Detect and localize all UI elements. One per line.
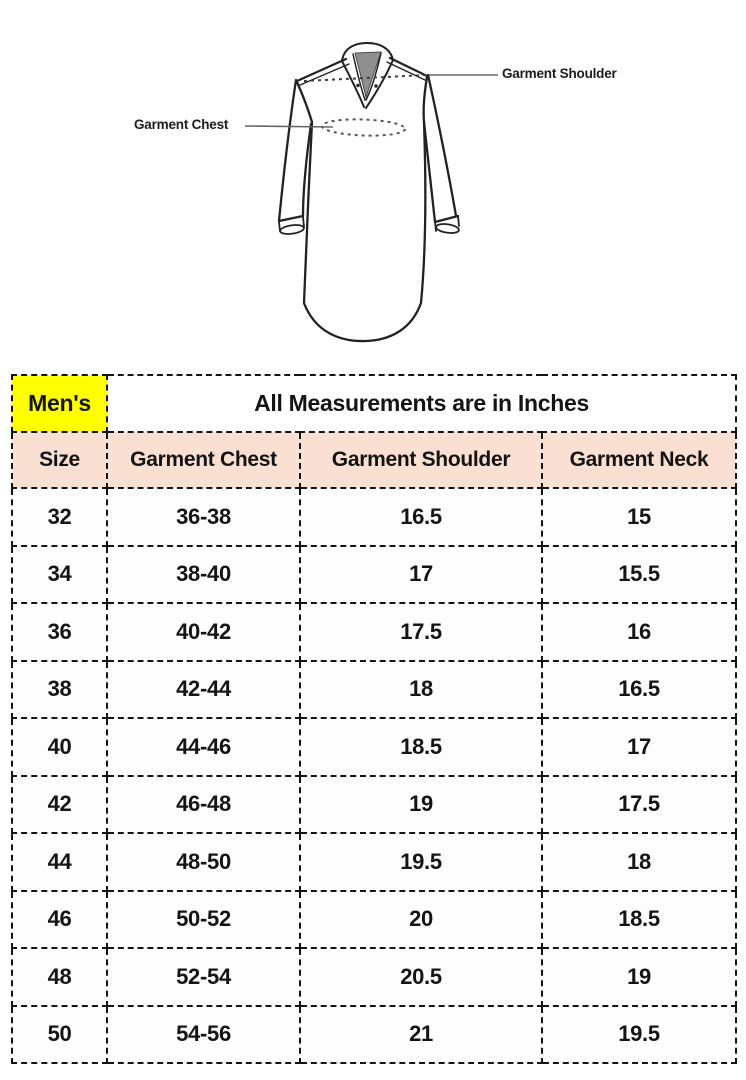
left-armhole-seam — [295, 80, 314, 124]
cell-size: 48 — [11, 947, 108, 1007]
cell-neck: 16 — [540, 602, 738, 662]
cell-neck: 18 — [540, 832, 738, 892]
kurta-body-outline — [302, 120, 427, 343]
cell-chest: 40-42 — [106, 602, 301, 662]
left-cuff-top — [277, 214, 305, 223]
table-row-size-36: 36 40-42 17.5 16 — [11, 602, 738, 662]
kurta-line-drawing — [244, 42, 498, 343]
garment-shoulder-label: Garment Shoulder — [502, 66, 617, 81]
cell-neck: 15.5 — [540, 544, 738, 604]
cell-size: 42 — [11, 774, 108, 834]
right-cuff-opening — [435, 223, 460, 234]
cell-chest: 52-54 — [106, 947, 301, 1007]
table-row-size-42: 42 46-48 19 17.5 — [11, 774, 738, 834]
right-shoulder-seam — [388, 56, 429, 78]
cell-size: 32 — [11, 487, 108, 547]
cell-size: 40 — [11, 717, 108, 777]
garment-measurement-diagram: Garment Chest Garment Shoulder — [0, 0, 746, 368]
column-header-shoulder: Garment Shoulder — [299, 431, 543, 489]
size-chart-table: Men's All Measurements are in Inches Siz… — [11, 374, 738, 1064]
cell-shoulder: 17.5 — [299, 602, 543, 662]
placket-left-edge — [341, 60, 365, 108]
cell-neck: 17.5 — [540, 774, 738, 834]
chest-measure-dotted-ellipse — [321, 118, 406, 137]
cell-neck: 15 — [540, 487, 738, 547]
cell-chest: 36-38 — [106, 487, 301, 547]
cell-chest: 44-46 — [106, 717, 301, 777]
placket-right-edge — [365, 59, 394, 109]
cell-shoulder: 20.5 — [299, 947, 543, 1007]
right-cuff-top — [433, 214, 460, 224]
left-shoulder-seam — [295, 57, 348, 83]
right-shoulder-seam-inner — [386, 61, 426, 81]
left-cuff-opening — [279, 224, 305, 235]
table-row-size-44: 44 48-50 19.5 18 — [11, 832, 738, 892]
cell-neck: 19 — [540, 947, 738, 1007]
cell-shoulder: 16.5 — [299, 487, 543, 547]
placket-right-inner — [365, 52, 382, 101]
cell-chest: 46-48 — [106, 774, 301, 834]
cell-chest: 38-40 — [106, 544, 301, 604]
column-header-neck: Garment Neck — [540, 431, 738, 489]
cell-shoulder: 18.5 — [299, 717, 543, 777]
cell-chest: 50-52 — [106, 889, 301, 949]
cell-neck: 18.5 — [540, 889, 738, 949]
cell-size: 46 — [11, 889, 108, 949]
cell-shoulder: 19 — [299, 774, 543, 834]
table-row-size-38: 38 42-44 18 16.5 — [11, 659, 738, 719]
table-row-size-50: 50 54-56 21 19.5 — [11, 1004, 738, 1064]
cell-chest: 42-44 — [106, 659, 301, 719]
collar-opening-shadow — [354, 51, 382, 99]
placket-left-inner — [352, 53, 366, 101]
column-header-size: Size — [11, 431, 108, 489]
placket-button-right — [374, 84, 378, 88]
collar-band — [341, 42, 394, 62]
left-shoulder-seam-inner — [299, 63, 350, 86]
cell-neck: 17 — [540, 717, 738, 777]
table-title-cell: All Measurements are in Inches — [105, 374, 738, 433]
table-row-size-48: 48 52-54 20.5 19 — [11, 947, 738, 1007]
table-header-row: Size Garment Chest Garment Shoulder Garm… — [11, 431, 738, 489]
cell-shoulder: 21 — [299, 1004, 543, 1064]
mens-category-cell: Men's — [11, 374, 108, 433]
column-header-chest: Garment Chest — [106, 431, 301, 489]
cell-shoulder: 17 — [299, 544, 543, 604]
table-row-size-40: 40 44-46 18.5 17 — [11, 717, 738, 777]
placket-button-left — [356, 83, 360, 88]
table-row-size-32: 32 36-38 16.5 15 — [11, 487, 738, 547]
table-row-size-46: 46 50-52 20 18.5 — [11, 889, 738, 949]
cell-size: 34 — [11, 544, 108, 604]
cell-chest: 54-56 — [106, 1004, 301, 1064]
table-title-row: Men's All Measurements are in Inches — [11, 374, 738, 433]
cell-size: 50 — [11, 1004, 108, 1064]
cell-chest: 48-50 — [106, 832, 301, 892]
garment-chest-label: Garment Chest — [134, 117, 229, 132]
chest-leader-line — [244, 125, 334, 128]
cell-neck: 16.5 — [540, 659, 738, 719]
right-armhole-seam — [422, 75, 429, 124]
left-sleeve-inner — [301, 122, 313, 218]
cell-size: 36 — [11, 602, 108, 662]
cell-shoulder: 18 — [299, 659, 543, 719]
table-row-size-34: 34 38-40 17 15.5 — [11, 544, 738, 604]
cell-size: 44 — [11, 832, 108, 892]
cell-shoulder: 20 — [299, 889, 543, 949]
cell-neck: 19.5 — [540, 1004, 738, 1064]
cell-shoulder: 19.5 — [299, 832, 543, 892]
right-sleeve-outer — [426, 73, 458, 218]
left-sleeve-outer — [277, 78, 298, 223]
right-sleeve-inner — [422, 120, 437, 224]
cell-size: 38 — [11, 659, 108, 719]
